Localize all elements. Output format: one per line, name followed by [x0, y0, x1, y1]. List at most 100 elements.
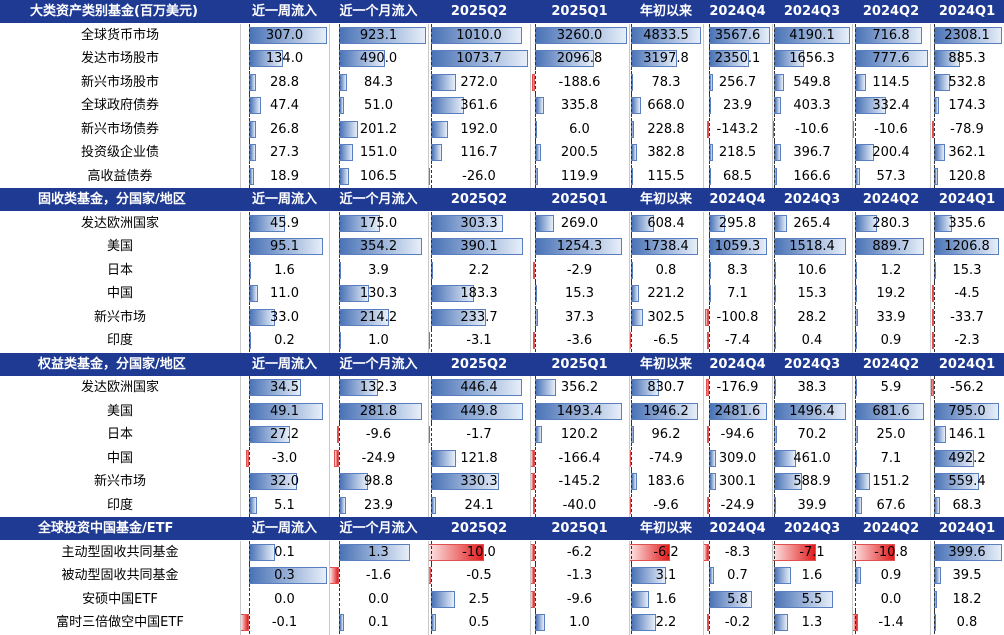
value-bar — [932, 285, 934, 302]
zero-axis — [339, 47, 340, 70]
data-cell: 0.2 — [240, 329, 329, 352]
column-header: 年初以来 — [639, 356, 692, 372]
cell-value: 39.9 — [797, 497, 827, 513]
cell-value: 201.2 — [359, 121, 398, 137]
data-cell: 5.5 — [772, 587, 852, 611]
data-cell: -1.4 — [852, 611, 930, 634]
zero-axis — [934, 141, 935, 164]
column-divider — [530, 211, 531, 353]
section-header: 大类资产类别基金(百万美元) 近一周流入 近一个月流入 2025Q2 2025Q1 年初以… — [0, 0, 1004, 23]
data-cell: 5.1 — [240, 493, 329, 517]
zero-axis — [855, 47, 856, 70]
cell-value: 3197.8 — [643, 51, 689, 66]
zero-axis — [855, 117, 856, 141]
data-cell: 27.2 — [240, 423, 329, 446]
zero-axis — [249, 70, 250, 94]
zero-axis — [431, 493, 432, 517]
value-bar — [707, 332, 709, 349]
row-label: 新兴市场股市 — [80, 74, 159, 90]
zero-axis — [709, 564, 710, 587]
cell-value: 114.5 — [872, 74, 910, 90]
zero-axis — [855, 493, 856, 517]
section-header: 权益类基金，分国家/地区 近一周流入 近一个月流入 2025Q2 2025Q1 年初以来 2… — [0, 352, 1004, 376]
zero-axis — [339, 446, 340, 470]
data-cell: 490.0 — [329, 47, 428, 70]
data-cell: 95.1 — [240, 235, 329, 258]
data-cell: 51.0 — [329, 94, 428, 117]
data-cell: -40.0 — [530, 493, 629, 517]
zero-axis — [631, 376, 632, 399]
data-cell: 120.2 — [530, 423, 629, 446]
section-title: 全球投资中国基金/ETF — [38, 521, 174, 536]
data-cell: 175.0 — [329, 211, 428, 235]
zero-axis — [934, 470, 935, 493]
cell-value: 335.8 — [560, 98, 599, 113]
cell-value: 183.3 — [460, 286, 498, 301]
data-cell: 2308.1 — [930, 23, 1004, 47]
cell-value: -9.6 — [653, 497, 679, 513]
cell-value: 1.0 — [368, 333, 389, 348]
cell-value: 1.6 — [655, 591, 677, 607]
column-header: 2024Q2 — [862, 521, 920, 536]
column-divider — [930, 376, 931, 517]
data-cell: 218.5 — [703, 141, 772, 164]
data-cell: 0.7 — [703, 564, 772, 587]
zero-axis — [535, 211, 536, 235]
cell-value: 2308.1 — [944, 27, 990, 43]
cell-value: 228.8 — [647, 121, 685, 137]
zero-axis — [535, 258, 536, 282]
zero-axis — [431, 23, 432, 47]
cell-value: -1.4 — [878, 615, 904, 630]
cell-value: 49.1 — [270, 403, 299, 419]
cell-value: 885.3 — [948, 51, 986, 66]
data-cell: -74.9 — [629, 446, 703, 470]
cell-value: -3.0 — [271, 450, 298, 466]
cell-value: 3567.6 — [714, 27, 761, 43]
cell-value: 256.7 — [718, 74, 757, 90]
zero-axis — [934, 258, 935, 282]
data-cell: 0.1 — [329, 611, 428, 634]
data-cell: -9.6 — [629, 493, 703, 517]
cell-value: 1206.8 — [944, 239, 990, 254]
zero-axis — [855, 470, 856, 493]
column-divider — [428, 211, 429, 353]
cell-value: 0.5 — [468, 615, 490, 630]
data-cell: 25.0 — [852, 423, 930, 446]
cell-value: -1.7 — [466, 427, 492, 442]
cell-value: 78.3 — [651, 74, 681, 90]
data-cell: 4833.5 — [629, 23, 703, 47]
zero-axis — [709, 423, 710, 446]
zero-axis — [934, 211, 935, 235]
zero-axis — [431, 376, 432, 399]
zero-axis — [855, 23, 856, 47]
data-cell: 532.8 — [930, 70, 1004, 94]
column-divider — [629, 23, 630, 188]
data-cell: 330.3 — [428, 470, 530, 493]
cell-value: 332.4 — [872, 98, 910, 113]
cell-value: 18.2 — [952, 591, 982, 607]
zero-axis — [339, 564, 340, 587]
zero-axis — [709, 493, 710, 517]
column-divider — [329, 211, 330, 353]
cell-value: 0.3 — [274, 568, 295, 583]
column-header: 2024Q3 — [783, 356, 841, 372]
zero-axis — [431, 141, 432, 164]
cell-value: 2.5 — [468, 591, 490, 607]
zero-axis — [431, 164, 432, 188]
data-cell: 356.2 — [530, 376, 629, 399]
row-label: 主动型固收共同基金 — [61, 544, 179, 560]
zero-axis — [431, 564, 432, 587]
data-cell: 1.6 — [772, 564, 852, 587]
value-bar — [932, 120, 934, 138]
cell-value: -100.8 — [716, 309, 759, 325]
data-cell: 1.0 — [530, 611, 629, 634]
zero-axis — [934, 587, 935, 611]
data-cell: 1496.4 — [772, 399, 852, 423]
zero-axis — [535, 564, 536, 587]
data-cell: 26.8 — [240, 117, 329, 141]
cell-value: -2.3 — [954, 333, 980, 348]
zero-axis — [535, 540, 536, 564]
data-cell: 23.9 — [703, 94, 772, 117]
cell-value: 1518.4 — [789, 239, 835, 254]
data-cell: 96.2 — [629, 423, 703, 446]
